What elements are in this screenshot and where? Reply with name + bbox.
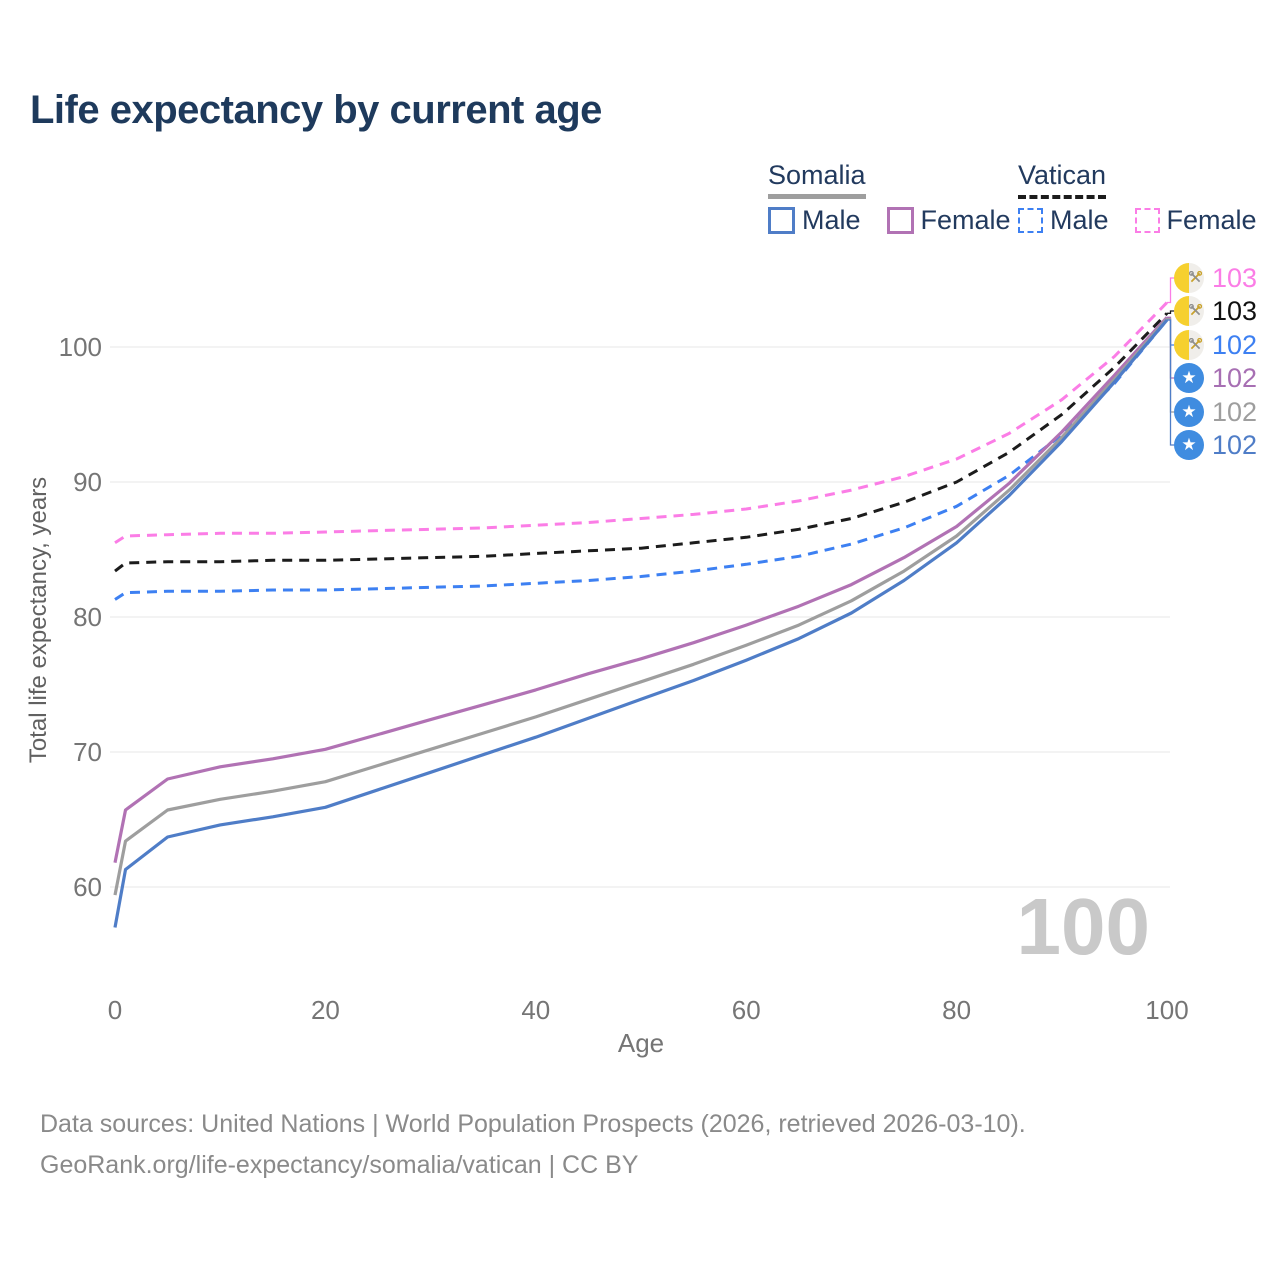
end-label-row: 103: [1174, 296, 1257, 326]
star-icon: ★: [1181, 368, 1197, 387]
vatican-male-swatch-icon: [1018, 208, 1043, 233]
somalia-flag-icon: ★: [1174, 397, 1204, 427]
y-tick-label: 60: [73, 872, 102, 902]
vatican-flag-icon: [1174, 330, 1204, 360]
data-sources: Data sources: United Nations | World Pop…: [40, 1104, 1026, 1186]
end-label-row: ★ 102: [1174, 397, 1257, 427]
somalia-male-swatch-icon: [768, 207, 795, 234]
somalia-female-swatch-icon: [886, 207, 914, 234]
legend-somalia-header[interactable]: Somalia: [768, 160, 866, 199]
end-label-value: 102: [1212, 330, 1258, 360]
y-axis-label: Total life expectancy, years: [25, 477, 52, 763]
crossed-keys-icon: [1189, 304, 1202, 316]
legend-vatican-header[interactable]: Vatican: [1018, 160, 1107, 199]
data-sources-line2: GeoRank.org/life-expectancy/somalia/vati…: [40, 1151, 639, 1179]
vatican-flag-icon: [1174, 296, 1204, 326]
page-title: Life expectancy by current age: [30, 88, 602, 132]
end-label-value: 103: [1212, 263, 1258, 293]
x-tick-label: 0: [108, 995, 122, 1025]
end-label-connector: [1167, 277, 1175, 304]
legend-somalia-label: Somalia: [768, 160, 866, 190]
chart-area[interactable]: 60 70 80 90 100 0 20 40 60 80 100 Age Total life exp…: [0, 240, 1280, 1080]
legend-somalia-male-label: Male: [802, 205, 861, 235]
legend-item-vatican-male[interactable]: Male: [1018, 205, 1109, 236]
end-label-connector: [1167, 310, 1175, 314]
end-label-row: 102: [1174, 330, 1257, 360]
x-tick-label: 60: [732, 995, 761, 1025]
y-tick-label: 70: [73, 737, 102, 767]
somalia-flag-icon: ★: [1174, 430, 1204, 460]
somalia-flag-icon: ★: [1174, 363, 1204, 393]
legend-item-somalia-male[interactable]: Male: [768, 205, 861, 236]
end-label-connector: [1167, 319, 1175, 446]
series-line-vatican-male[interactable]: [114, 319, 1169, 601]
x-tick-label: 80: [942, 995, 971, 1025]
life-expectancy-chart: 60 70 80 90 100 0 20 40 60 80 100 Age Total life exp…: [25, 277, 1189, 1058]
x-tick-label: 20: [311, 995, 340, 1025]
x-tick-label: 100: [1145, 995, 1188, 1025]
x-tick-label: 40: [521, 995, 550, 1025]
legend-vatican-label: Vatican: [1018, 160, 1107, 190]
legend-somalia-female-label: Female: [920, 205, 1011, 235]
series-line-somalia-male[interactable]: [113, 318, 1169, 928]
end-label-value: 102: [1212, 363, 1258, 393]
vatican-total-line-key: [1018, 195, 1107, 199]
crossed-keys-icon: [1189, 338, 1202, 350]
legend-item-vatican-female[interactable]: Female: [1134, 205, 1257, 236]
legend-vatican-female-label: Female: [1166, 205, 1257, 235]
legend-vatican-male-label: Male: [1050, 205, 1109, 235]
end-label-value: 103: [1212, 296, 1258, 326]
vatican-female-swatch-icon: [1134, 208, 1160, 233]
age-watermark: 100: [1017, 882, 1150, 971]
crossed-keys-icon: [1189, 271, 1202, 283]
series-line-somalia[interactable]: [113, 317, 1169, 896]
legend-item-somalia-female[interactable]: Female: [886, 205, 1011, 236]
end-label-row: ★ 102: [1174, 363, 1257, 393]
star-icon: ★: [1181, 402, 1197, 421]
series-line-vatican-female[interactable]: [114, 301, 1169, 545]
end-label-row: 103: [1174, 263, 1257, 293]
y-tick-label: 90: [73, 467, 102, 497]
data-sources-line1: Data sources: United Nations | World Pop…: [40, 1110, 1026, 1138]
y-tick-label: 100: [59, 332, 102, 362]
legend: Somalia Male Female Vatican: [0, 160, 1280, 240]
star-icon: ★: [1181, 435, 1197, 454]
end-label-row: ★ 102: [1174, 430, 1257, 460]
series-line-somalia-female[interactable]: [113, 316, 1169, 864]
end-label-value: 102: [1212, 397, 1258, 427]
end-label-value: 102: [1212, 430, 1258, 460]
series-line-vatican[interactable]: [114, 312, 1169, 573]
legend-group-somalia: Somalia Male Female: [768, 160, 1011, 236]
somalia-total-line-key: [768, 194, 866, 199]
legend-group-vatican: Vatican Male Female: [1018, 160, 1257, 236]
y-tick-label: 80: [73, 602, 102, 632]
vatican-flag-icon: [1174, 263, 1204, 293]
x-axis-label: Age: [618, 1028, 664, 1058]
